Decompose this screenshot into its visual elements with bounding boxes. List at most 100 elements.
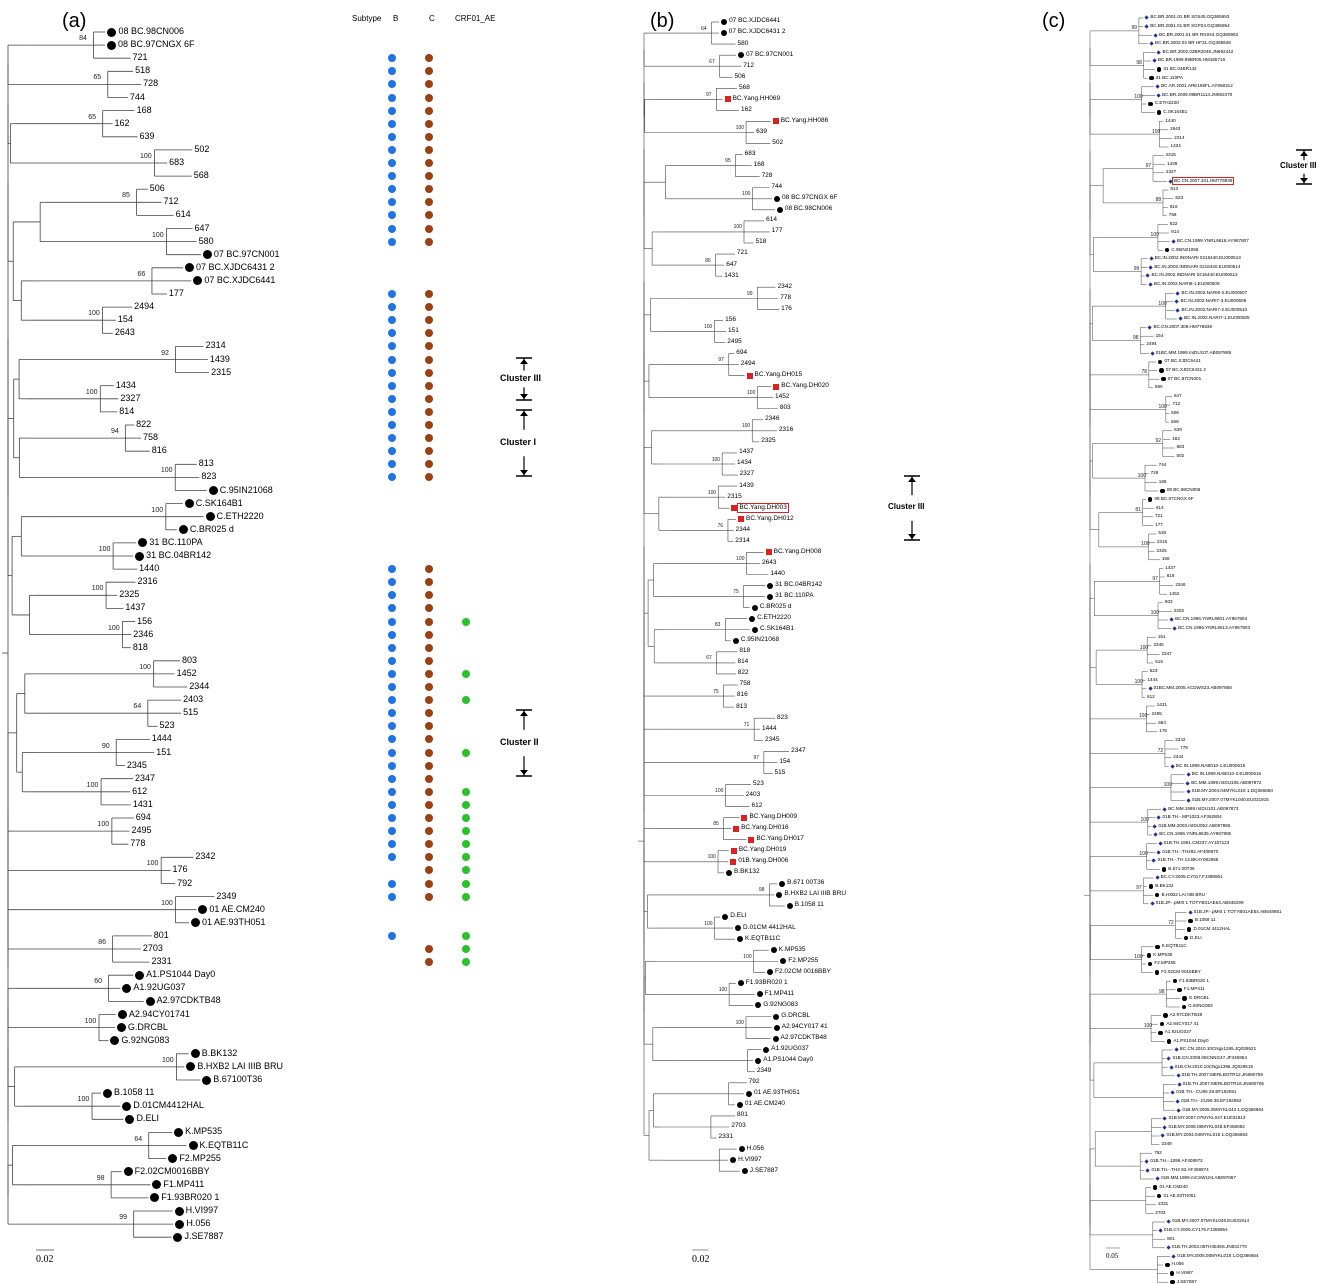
leaf-label: C.SK164B1 [1163, 109, 1188, 115]
subtype-b-dot [388, 421, 396, 429]
reference-dot [190, 1049, 200, 1059]
leaf-label: 1431 [132, 798, 153, 809]
leaf-label: 1431 [724, 271, 739, 279]
reference-dot [186, 1062, 196, 1072]
bootstrap-value: 75 [733, 589, 739, 596]
leaf-label: 2346 [133, 628, 154, 639]
leaf-label: F2.02CM 0016BBY [1161, 969, 1201, 975]
leaf-label: J.SE7887 [184, 1231, 224, 1242]
crf01-ae-dot [462, 853, 470, 862]
leaf-label: 612 [132, 785, 148, 796]
leaf-label: 2495 [727, 337, 742, 345]
leaf-label: 162 [741, 105, 752, 113]
reference-dot [1181, 1004, 1187, 1010]
leaf-label: 647 [1174, 392, 1182, 398]
reference-dot [174, 1206, 184, 1216]
leaf-label: BC.BR.2001.01 BR RG044.GQ365952 [1159, 31, 1239, 37]
leaf-label: BC.Yang.DH009 [749, 813, 798, 821]
reference-dot [205, 512, 215, 522]
leaf-label: 2643 [114, 327, 135, 338]
subtype-b-dot [388, 342, 396, 351]
leaf-label: BC.IN.2002.NARI7-3.EU000508 [1180, 298, 1247, 304]
reference-dot [780, 958, 787, 965]
bootstrap-value: 100 [140, 153, 152, 160]
subtype-c-dot [425, 604, 433, 613]
leaf-label: D.ELI [1190, 934, 1202, 940]
leaf-label: 162 [114, 117, 130, 128]
leaf-label: 822 [737, 669, 749, 677]
bootstrap-value: 100 [707, 854, 716, 861]
leaf-label: BC.CN.1996.YNRL9613.AY967803 [1178, 625, 1251, 631]
bootstrap-value: 66 [137, 270, 146, 278]
leaf-label: H.056 [186, 1218, 211, 1229]
crf01-ae-dot [462, 827, 470, 836]
leaf-label: 08 BC.97CNGX 6F [118, 39, 195, 50]
subtype-b-dot [388, 578, 396, 587]
subtype-c-dot [425, 853, 433, 862]
subtype-c-dot [425, 394, 433, 403]
leaf-label: 01 AE.CM240 [209, 903, 265, 914]
crf01-ae-dot [462, 945, 470, 953]
leaf-label: C.ETH2220 [1154, 100, 1179, 106]
reference-dot [123, 1167, 133, 1177]
leaf-label: 813 [1170, 186, 1179, 192]
leaf-label: 712 [163, 196, 179, 207]
leaf-label: 2643 [1170, 126, 1181, 132]
leaf-label: BC.Yang.DH012 [746, 514, 794, 522]
subtype-c-dot [425, 159, 433, 167]
leaf-label: 801 [153, 929, 169, 940]
reference-dot [1170, 1279, 1175, 1284]
leaf-label: 639 [1174, 427, 1182, 433]
reference-dot [150, 1193, 160, 1203]
reference-dot [745, 1090, 752, 1097]
crf01-ae-dot [462, 748, 470, 757]
leaf-label: A2.94CY01741 [128, 1008, 190, 1019]
bootstrap-value: 100 [1141, 541, 1150, 548]
reference-dot [1149, 75, 1154, 81]
subtype-c-dot [425, 827, 433, 836]
leaf-label: 1440 [770, 569, 785, 577]
leaf-label: 151 [1157, 633, 1166, 639]
reference-dot [1166, 1039, 1172, 1044]
leaf-label: F1.MP411 [1183, 986, 1205, 992]
reference-dot [1156, 67, 1162, 72]
leaf-label: 151 [728, 326, 739, 334]
cluster-label: Cluster III [888, 502, 925, 511]
subtype-c-dot [425, 106, 433, 115]
subtype-b-dot [388, 224, 396, 233]
leaf-label: BC.MM.1999.mIDU106.AB097872 [1191, 779, 1262, 785]
bootstrap-value: 99 [119, 1214, 128, 1222]
bootstrap-value: 100 [742, 191, 751, 198]
leaf-label: 01B.MY.2004.04MYKL016 1.DQ366660 [1191, 788, 1273, 794]
cluster-label: Cluster III [1280, 161, 1317, 170]
bootstrap-value: 100 [1150, 231, 1159, 238]
leaf-label: 568 [1171, 418, 1179, 424]
leaf-label: BC.CN.1996.YNRL9601.AY967804 [1175, 616, 1248, 622]
leaf-label: C.SK164B1 [195, 497, 243, 508]
leaf-label: 2403 [745, 790, 761, 798]
leaf-label: 08 BC.98CN006 [1166, 487, 1201, 493]
leaf-label: 683 [744, 150, 756, 158]
leaf-label: K.EQTB11C [199, 1139, 249, 1150]
leaf-label: 01B.TH.-.CU96 28.EF192591 [1176, 1089, 1237, 1095]
subtype-c-dot [425, 211, 433, 220]
leaf-label: 2316 [1156, 539, 1168, 545]
subtype-c-dot [425, 342, 433, 351]
leaf-label: 1434 [737, 459, 752, 467]
leaf-label: 518 [755, 238, 767, 246]
leaf-label: 31 BC.110PA [149, 536, 203, 547]
bootstrap-value: 100 [161, 899, 173, 907]
reference-dot [1169, 1271, 1175, 1276]
leaf-label: 1444 [1147, 676, 1158, 682]
leaf-label: 818 [132, 641, 148, 652]
tree-b-branches [638, 21, 790, 1251]
leaf-label: 01 AE.CM240 [1159, 1184, 1188, 1190]
reference-dot [737, 936, 743, 943]
leaf-label: 177 [1155, 521, 1163, 527]
leaf-label: 728 [1150, 470, 1159, 476]
leaf-label: H.VI997 [1176, 1270, 1193, 1276]
subtype-b-dot [388, 853, 396, 862]
subtype-b-dot [388, 931, 396, 940]
subtype-c-dot [425, 643, 433, 652]
leaf-label: 01B.TH.-.TH292.AF408970 [1162, 848, 1219, 854]
